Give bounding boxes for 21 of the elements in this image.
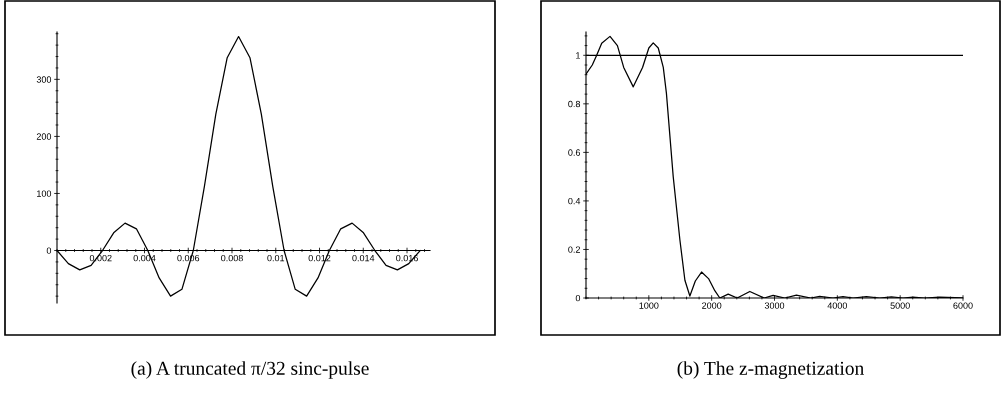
x-tick-label: 2000 [702,302,722,309]
y-tick-label: 0.6 [568,149,581,156]
y-tick-label: 200 [36,133,52,140]
x-tick-label: 0.01 [267,254,285,262]
x-tick-label: 3000 [764,302,785,309]
x-tick-label: 5000 [890,302,910,309]
y-tick-label: 0.2 [568,246,580,253]
x-tick-label: 0.008 [221,254,243,262]
x-tick-label: 0.014 [352,254,375,262]
y-tick-label: 0 [46,247,52,254]
y-tick-label: 100 [37,190,52,197]
y-tick-label: 1 [576,52,580,59]
y-tick-label: 0.8 [568,100,581,108]
y-tick-label: 300 [36,76,52,83]
y-tick-label: 0 [575,294,581,302]
text: (b) The z-magnetization [677,361,864,379]
y-tick-label: 0.4 [568,197,581,205]
x-tick-label: 4000 [827,302,848,309]
x-tick-label: 6000 [953,302,973,309]
x-tick-label: 1000 [639,302,659,309]
text: (a) A truncated π/32 sinc-pulse [131,361,369,379]
